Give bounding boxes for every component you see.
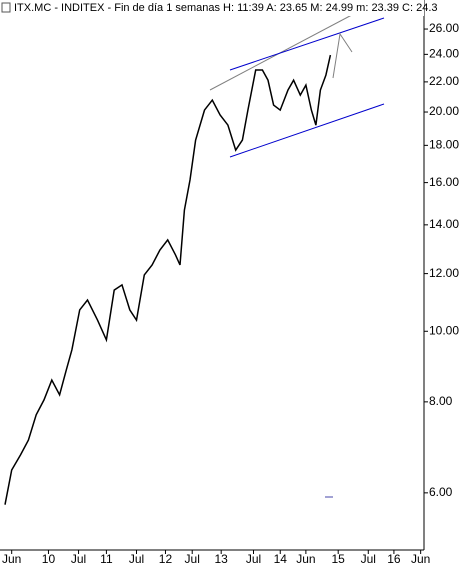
price-line <box>4 54 332 505</box>
x-tick-label: Jul <box>185 552 200 566</box>
y-tick-label: 22.00 <box>429 74 459 88</box>
y-tick-label: 20.00 <box>429 104 459 118</box>
y-tick-label: 14.00 <box>429 217 459 231</box>
y-tick-label: 10.00 <box>429 323 459 337</box>
x-tick-label: 13 <box>215 552 229 566</box>
y-tick-label: 16.00 <box>429 175 459 189</box>
chart-title: ITX.MC - INDITEX - Fin de día 1 semanas … <box>14 2 438 14</box>
y-tick-label: 12.00 <box>429 266 459 280</box>
y-tick-label: 24.00 <box>429 47 459 61</box>
x-tick-label: 12 <box>159 552 173 566</box>
x-tick-label: Jun <box>411 552 430 566</box>
y-tick-label: 26.00 <box>429 21 459 35</box>
projection <box>332 32 353 79</box>
header-bg <box>0 0 424 16</box>
x-tick-label: 14 <box>274 552 288 566</box>
x-tick-label: 10 <box>42 552 56 566</box>
x-tick-label: Jul <box>71 552 86 566</box>
x-tick-label: 11 <box>100 552 113 566</box>
trend-line <box>209 7 366 91</box>
channel-bottom <box>229 103 385 158</box>
x-tick-label: Jul <box>129 552 144 566</box>
y-tick-label: 6.00 <box>429 485 453 499</box>
x-tick-label: 16 <box>387 552 401 566</box>
x-tick-label: Jun <box>2 552 21 566</box>
x-tick-label: Jul <box>246 552 261 566</box>
x-tick-label: Jun <box>296 552 315 566</box>
header-icon <box>1 2 11 13</box>
y-tick-label: 18.00 <box>429 138 459 152</box>
y-tick-label: 8.00 <box>429 394 453 408</box>
channel-top <box>229 17 385 71</box>
x-tick-label: Jul <box>361 552 376 566</box>
x-tick-label: 15 <box>332 552 346 566</box>
